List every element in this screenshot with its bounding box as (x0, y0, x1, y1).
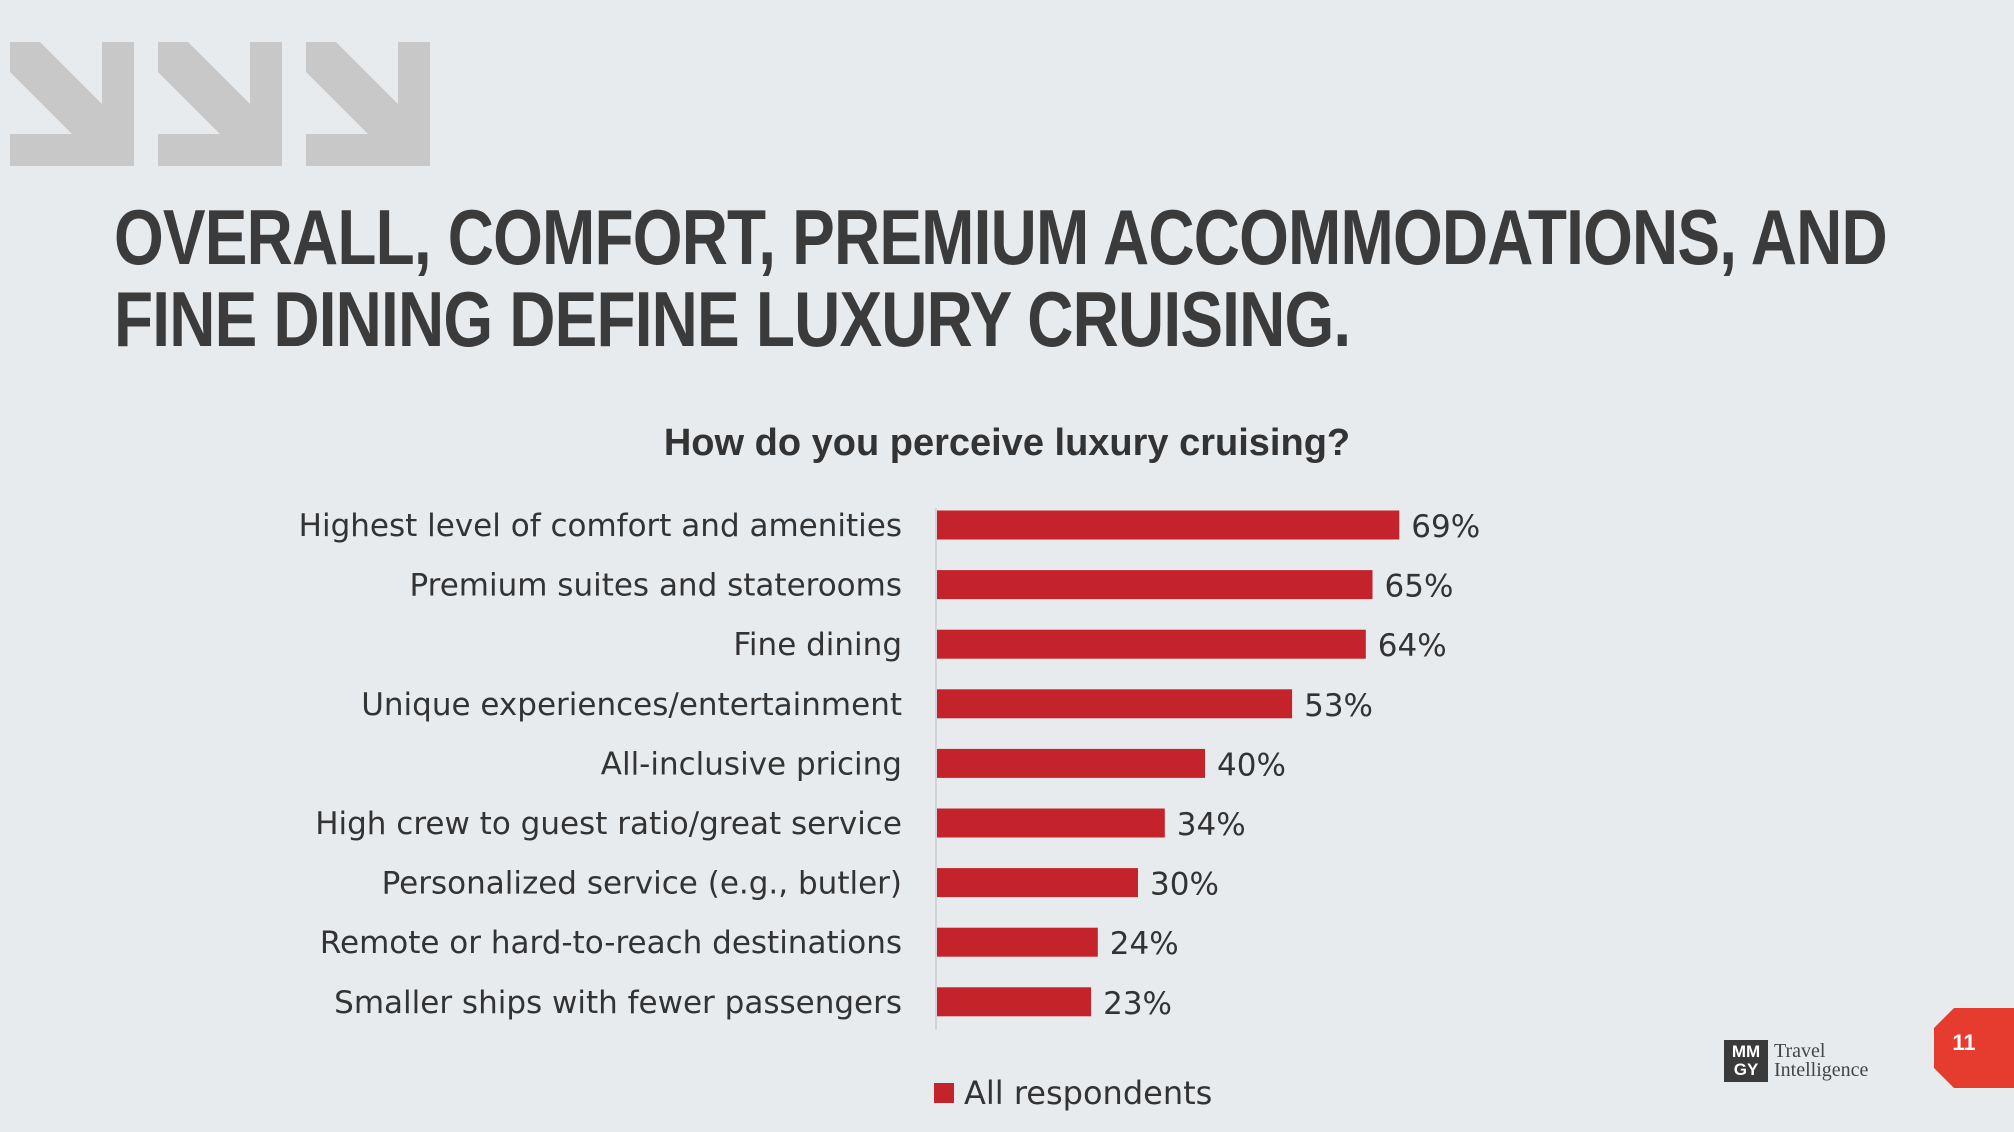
logo-mark-line-1: MM (1731, 1042, 1761, 1061)
decorative-arrows-icon (10, 42, 430, 166)
legend-swatch (934, 1083, 954, 1103)
bar (937, 570, 1373, 600)
logo-mark-line-2: GY (1733, 1060, 1759, 1079)
category-label: Highest level of comfort and amenities (299, 508, 902, 544)
chart-title: How do you perceive luxury cruising? (663, 422, 1351, 464)
page-title-line-2: FINE DINING DEFINE LUXURY CRUISING. (114, 275, 1351, 363)
page-title: OVERALL, COMFORT, PREMIUM ACCOMMODATIONS… (114, 193, 1888, 363)
category-label: Remote or hard-to-reach destinations (320, 925, 902, 961)
arrow-down-right-icon (10, 42, 134, 166)
arrow-down-right-icon (306, 42, 430, 166)
bar (937, 868, 1138, 898)
arrow-down-right-icon (158, 42, 282, 166)
logo-text-line-2: Intelligence (1774, 1059, 1869, 1081)
page-badge-icon (1934, 1008, 2014, 1088)
logo-text: Travel Intelligence (1774, 1040, 1869, 1081)
logo-text-line-1: Travel (1774, 1040, 1826, 1062)
data-label: 30% (1150, 867, 1219, 903)
data-label: 69% (1411, 509, 1480, 545)
data-label: 65% (1385, 569, 1454, 605)
chart-legend: All respondents (934, 1074, 1212, 1112)
data-label: 64% (1378, 628, 1447, 664)
category-label: High crew to guest ratio/great service (315, 806, 902, 842)
data-label: 23% (1103, 986, 1172, 1022)
page-number: 11 (1952, 1030, 1976, 1055)
bar (937, 689, 1293, 719)
page-title-line-1: OVERALL, COMFORT, PREMIUM ACCOMMODATIONS… (114, 193, 1888, 281)
bar (937, 987, 1092, 1017)
data-label: 34% (1177, 807, 1246, 843)
bar (937, 629, 1366, 659)
category-label: Personalized service (e.g., butler) (382, 866, 902, 902)
bar (937, 748, 1205, 778)
data-label: 53% (1304, 688, 1373, 724)
category-label: All-inclusive pricing (601, 746, 902, 782)
bar (937, 808, 1165, 838)
mmgy-logo: MM GY Travel Intelligence (1724, 1040, 1868, 1082)
legend-label: All respondents (964, 1074, 1213, 1112)
data-label: 40% (1217, 747, 1286, 783)
bar-chart: Highest level of comfort and amenities 69… (299, 508, 1480, 1030)
data-label: 24% (1110, 926, 1179, 962)
category-label: Unique experiences/entertainment (361, 687, 902, 723)
category-label: Fine dining (733, 627, 902, 663)
logo-mark: MM GY (1724, 1040, 1768, 1082)
bar (937, 510, 1400, 540)
category-label: Smaller ships with fewer passengers (334, 985, 902, 1021)
bar (937, 927, 1098, 957)
category-label: Premium suites and staterooms (410, 568, 903, 604)
